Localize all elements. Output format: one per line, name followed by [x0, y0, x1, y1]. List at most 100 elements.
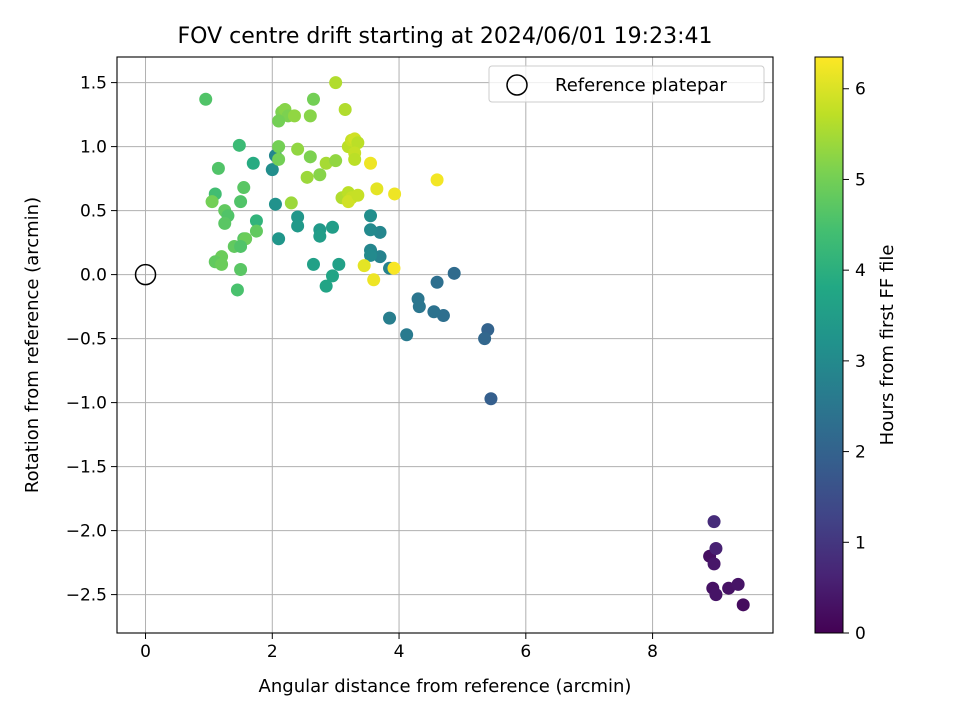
data-point: [709, 588, 723, 602]
data-point: [234, 239, 248, 253]
data-point: [300, 170, 314, 184]
colorbar-tick-label: 5: [855, 170, 866, 190]
data-point: [478, 332, 492, 346]
data-point: [338, 102, 352, 116]
data-point: [306, 92, 320, 106]
data-point: [430, 275, 444, 289]
colorbar: 0 1 2 3 4 5 6 Hours from first FF file: [814, 56, 898, 644]
data-point: [332, 257, 346, 271]
data-point: [249, 214, 263, 228]
x-tick-label: 8: [647, 642, 658, 662]
data-point: [325, 220, 339, 234]
data-point: [287, 109, 301, 123]
data-point: [351, 188, 365, 202]
data-point: [364, 209, 378, 223]
data-point: [272, 152, 286, 166]
plot-frame: [116, 56, 774, 634]
data-point: [736, 598, 750, 612]
legend-marker-reference: [506, 74, 528, 96]
data-point: [370, 182, 384, 196]
data-point: [364, 223, 378, 237]
y-tick-label: −1.0: [66, 394, 107, 414]
y-tick-label: 1.5: [80, 74, 107, 94]
y-axis-label: Rotation from reference (arcmin): [22, 197, 43, 493]
data-point: [383, 311, 397, 325]
data-point: [484, 392, 498, 406]
colorbar-tick-label: 2: [855, 443, 866, 463]
legend-label-reference: Reference platepar: [555, 75, 727, 96]
data-points: [199, 76, 750, 612]
x-tick-label: 2: [267, 642, 278, 662]
data-point: [306, 257, 320, 271]
data-point: [272, 140, 286, 154]
data-point: [272, 114, 286, 128]
plot-background: [117, 57, 773, 633]
data-point: [230, 283, 244, 297]
data-point: [731, 577, 745, 591]
x-axis-label: Angular distance from reference (arcmin): [259, 676, 632, 697]
data-point: [329, 154, 343, 168]
x-tick-label: 4: [394, 642, 405, 662]
data-point: [199, 92, 213, 106]
data-point: [291, 142, 305, 156]
colorbar-tick-label: 0: [855, 624, 866, 644]
data-point: [268, 197, 282, 211]
data-point: [234, 195, 248, 209]
y-tick-label: 0.0: [80, 266, 107, 286]
data-point: [313, 168, 327, 182]
colorbar-gradient: [814, 56, 844, 634]
x-tick-label: 6: [520, 642, 531, 662]
data-point: [205, 195, 219, 209]
data-point: [272, 232, 286, 246]
data-point: [351, 136, 365, 150]
colorbar-tick-label: 4: [855, 261, 866, 281]
y-tick-label: −0.5: [66, 330, 107, 350]
data-point: [234, 262, 248, 276]
colorbar-label: Hours from first FF file: [877, 245, 898, 446]
data-point: [249, 224, 263, 238]
data-point: [329, 76, 343, 90]
legend: Reference platepar: [488, 65, 765, 103]
y-tick-label: −2.0: [66, 522, 107, 542]
data-point: [291, 219, 305, 233]
data-point: [348, 152, 362, 166]
data-point: [357, 259, 371, 273]
reference-platepar-marker: [134, 263, 157, 286]
colorbar-tick-label: 6: [855, 80, 866, 100]
data-point: [707, 515, 721, 529]
x-axis-ticks: 0 2 4 6 8: [140, 633, 658, 662]
y-tick-label: 1.0: [80, 138, 107, 158]
data-point: [373, 250, 387, 264]
data-point: [325, 269, 339, 283]
y-tick-label: 0.5: [80, 202, 107, 222]
data-point: [364, 156, 378, 170]
data-point: [237, 181, 251, 195]
chart-title: FOV centre drift starting at 2024/06/01 …: [178, 24, 713, 49]
data-point: [291, 210, 305, 224]
data-point: [303, 150, 317, 164]
colorbar-tick-label: 1: [855, 533, 866, 553]
data-point: [412, 300, 426, 314]
data-point: [319, 279, 333, 293]
data-point: [447, 266, 461, 280]
data-point: [246, 156, 260, 170]
data-point: [215, 257, 229, 271]
data-point: [387, 261, 401, 275]
y-axis-ticks: −2.5 −2.0 −1.5 −1.0 −0.5 0.0 0.5 1.0 1.5: [66, 74, 117, 606]
y-tick-label: −1.5: [66, 458, 107, 478]
colorbar-tick-label: 3: [855, 352, 866, 372]
colorbar-ticks: 0 1 2 3 4 5 6: [843, 80, 866, 644]
data-point: [427, 305, 441, 319]
data-point: [232, 138, 246, 152]
data-point: [709, 542, 723, 556]
data-point: [430, 173, 444, 187]
data-point: [341, 195, 355, 209]
data-point: [367, 273, 381, 287]
data-point: [211, 161, 225, 175]
x-tick-label: 0: [140, 642, 151, 662]
data-point: [388, 187, 402, 201]
data-point: [284, 196, 298, 210]
data-point: [313, 229, 327, 243]
data-point: [364, 248, 378, 262]
